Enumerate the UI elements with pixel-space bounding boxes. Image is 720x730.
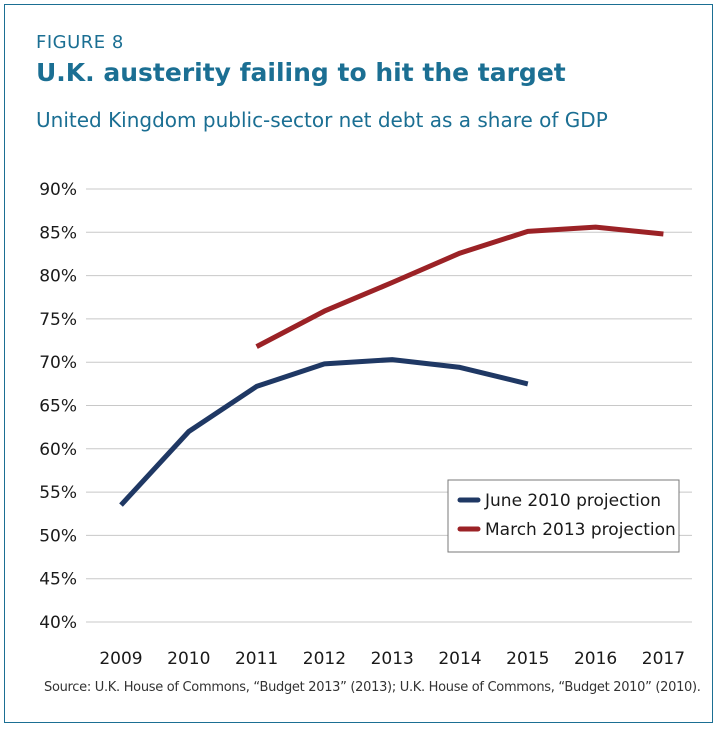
y-tick-label: 45% bbox=[39, 570, 77, 590]
y-tick-label: 55% bbox=[39, 483, 77, 503]
legend: June 2010 projection March 2013 projecti… bbox=[447, 479, 680, 553]
figure-frame bbox=[4, 4, 713, 723]
source-note: Source: U.K. House of Commons, “Budget 2… bbox=[44, 680, 701, 695]
y-tick-label: 40% bbox=[39, 613, 77, 633]
x-tick-label: 2010 bbox=[167, 649, 210, 669]
x-tick-label: 2009 bbox=[99, 649, 142, 669]
x-tick-label: 2012 bbox=[303, 649, 346, 669]
legend-label-june-2010: June 2010 projection bbox=[484, 491, 661, 511]
y-tick-label: 75% bbox=[39, 310, 77, 330]
figure-label: FIGURE 8 bbox=[36, 32, 124, 53]
y-tick-label: 80% bbox=[39, 267, 77, 287]
x-tick-label: 2015 bbox=[506, 649, 549, 669]
y-tick-label: 90% bbox=[39, 180, 77, 200]
legend-box bbox=[447, 479, 680, 553]
march-2013-projection-line bbox=[255, 224, 664, 349]
y-tick-label: 85% bbox=[39, 223, 77, 243]
x-tick-label: 2013 bbox=[371, 649, 414, 669]
x-tick-label: 2016 bbox=[574, 649, 617, 669]
legend-label-march-2013: March 2013 projection bbox=[485, 520, 676, 540]
y-tick-label: 65% bbox=[39, 397, 77, 417]
y-tick-label: 70% bbox=[39, 353, 77, 373]
y-axis-tick-labels: 90% 85% 80% 75% 70% 65% 60% 55% 50% 45% 40% bbox=[39, 180, 77, 633]
series-lines bbox=[119, 224, 664, 507]
y-tick-label: 60% bbox=[39, 440, 77, 460]
x-tick-label: 2011 bbox=[235, 649, 278, 669]
x-axis-tick-labels: 2009 2010 2011 2012 2013 2014 2015 2016 2017 bbox=[99, 649, 685, 669]
gridlines bbox=[86, 188, 692, 623]
x-tick-label: 2014 bbox=[438, 649, 481, 669]
x-tick-label: 2017 bbox=[642, 649, 685, 669]
chart-title: U.K. austerity failing to hit the target bbox=[36, 58, 566, 87]
y-tick-label: 50% bbox=[39, 526, 77, 546]
chart-subtitle: United Kingdom public-sector net debt as… bbox=[36, 108, 608, 132]
